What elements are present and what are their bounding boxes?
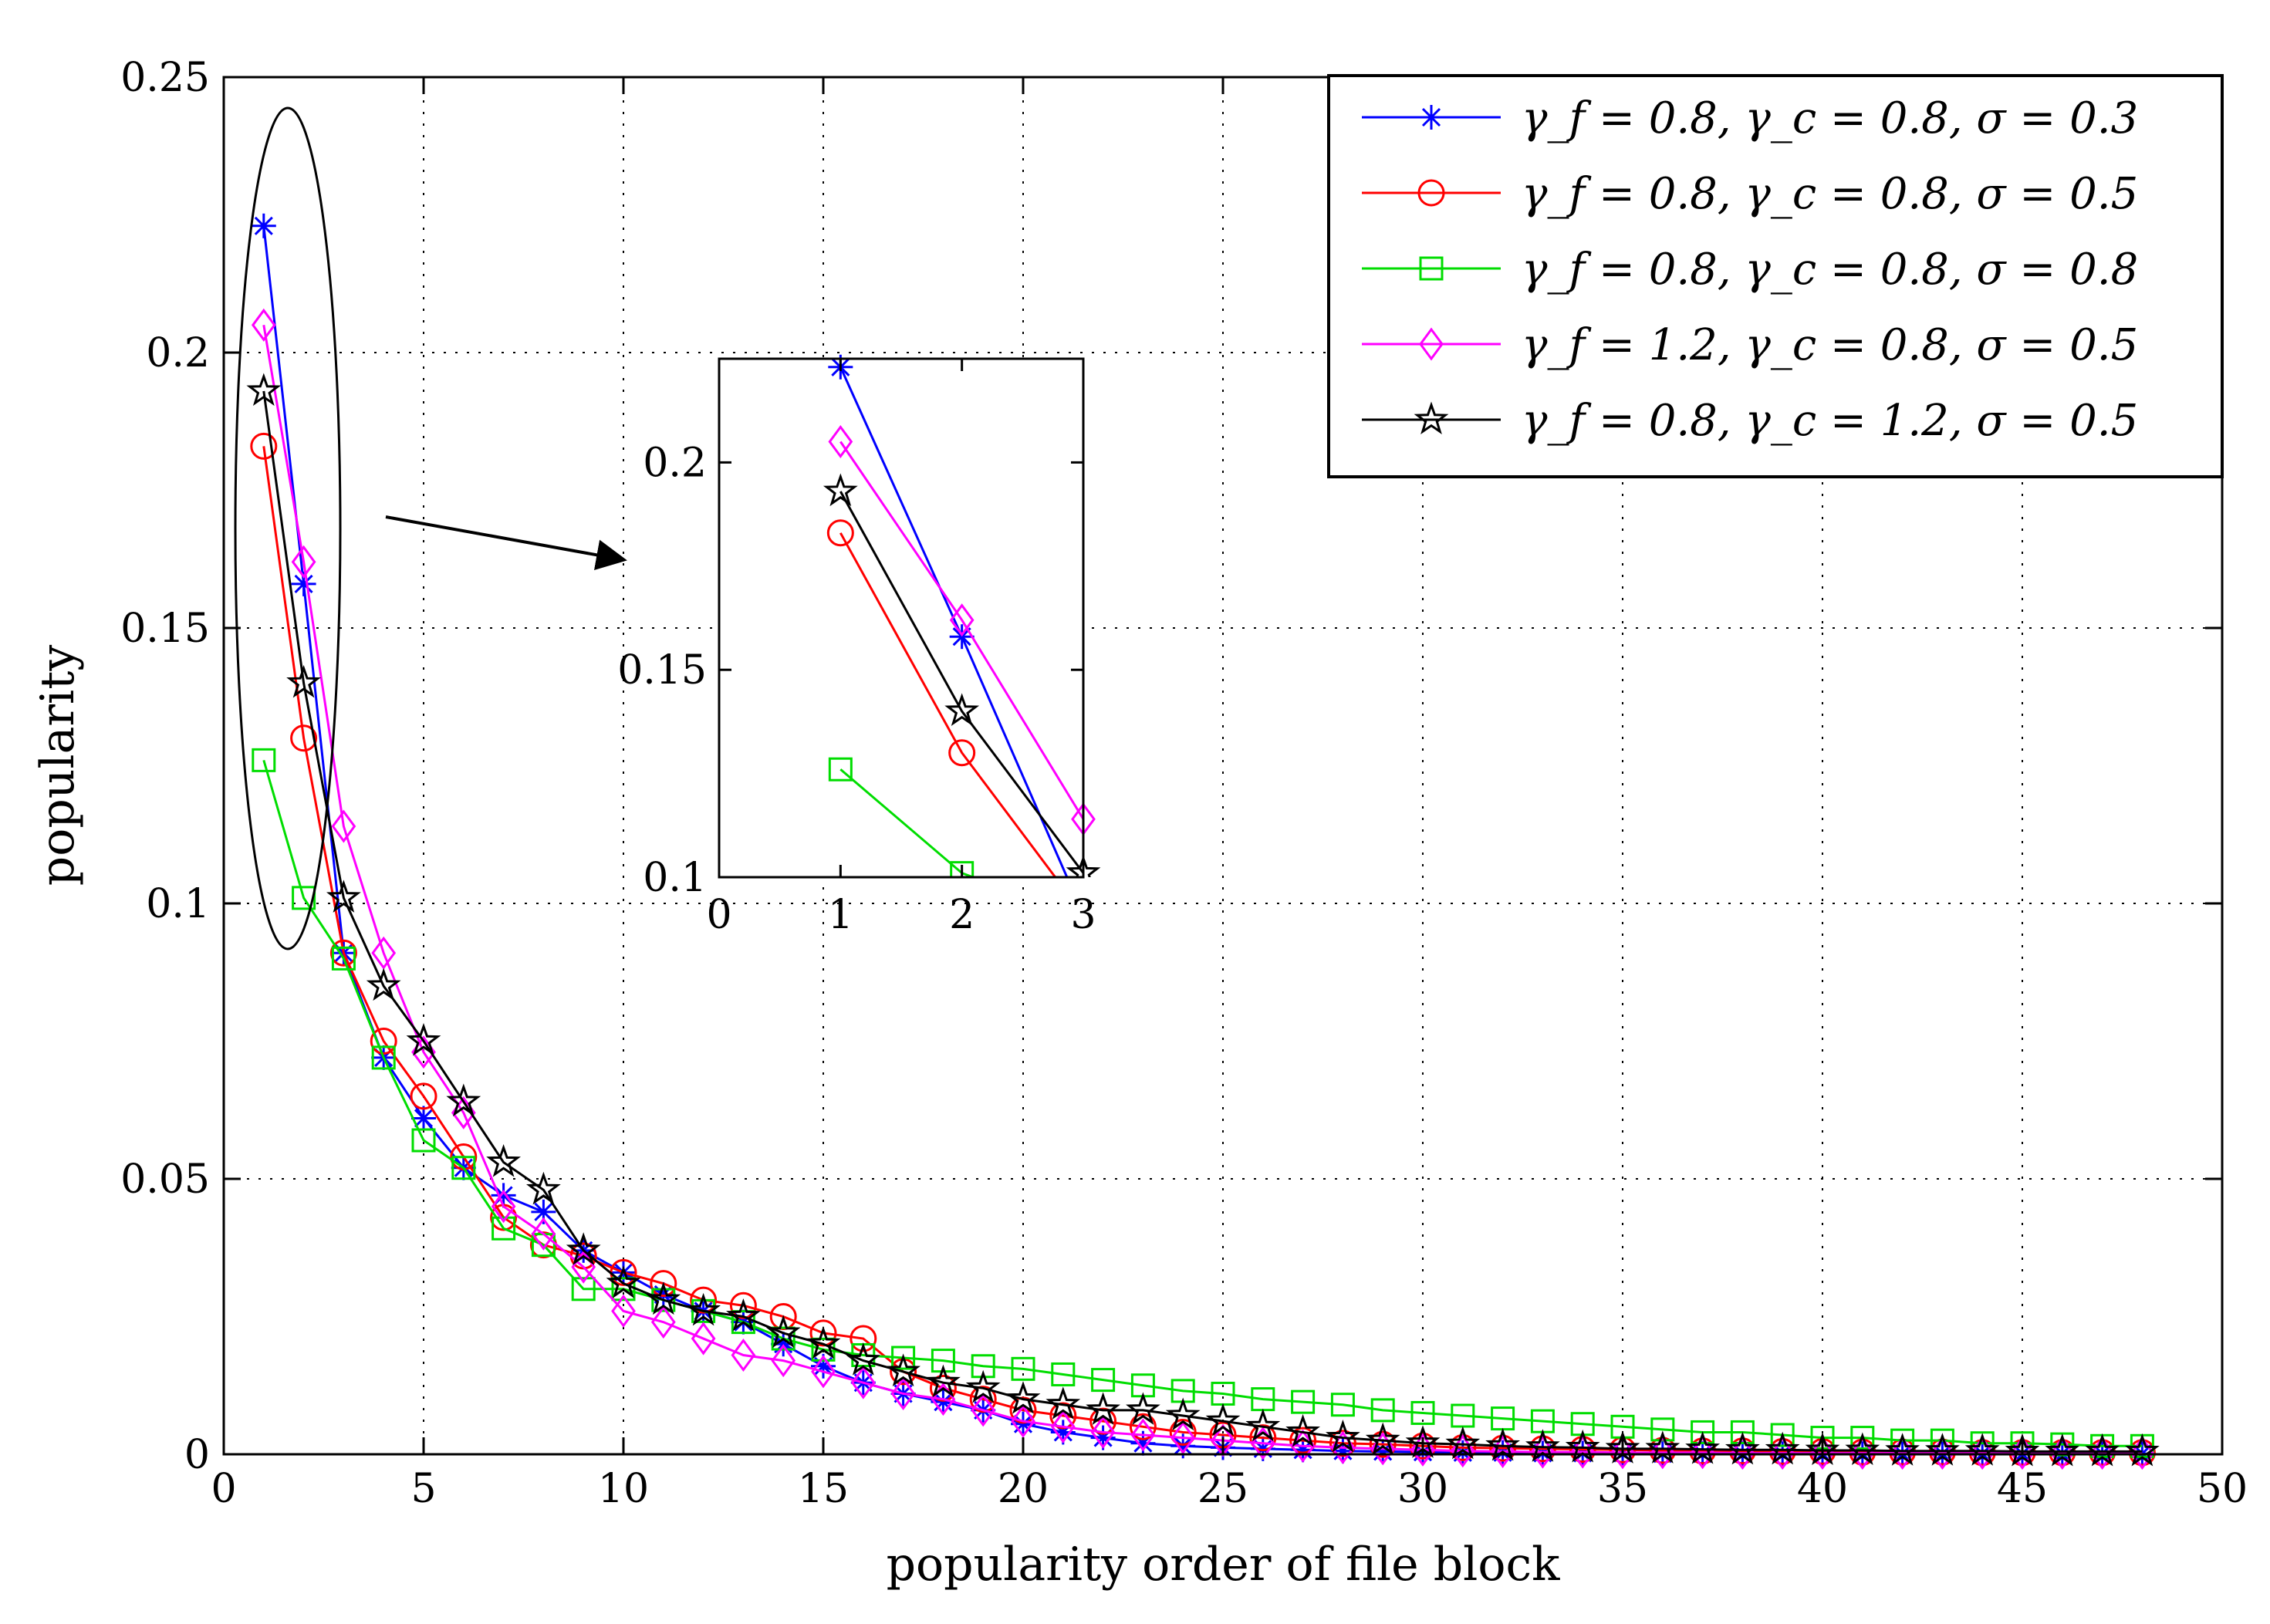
x-tick-label: 50 xyxy=(2197,1466,2248,1512)
x-tick-label: 10 xyxy=(598,1466,649,1512)
y-tick-label: 0 xyxy=(184,1432,210,1478)
x-tick-label: 15 xyxy=(798,1466,849,1512)
x-tick-label: 5 xyxy=(410,1466,436,1512)
x-tick-label: 25 xyxy=(1197,1466,1248,1512)
y-tick-label: 0.2 xyxy=(146,330,210,376)
inset-x-tick-label: 3 xyxy=(1070,892,1096,938)
legend-item: γ_f = 0.8, γ_c = 1.2, σ = 0.5 xyxy=(1362,396,2138,446)
x-tick-label: 35 xyxy=(1597,1466,1648,1512)
x-tick-label: 0 xyxy=(211,1466,236,1512)
legend-label: γ_f = 0.8, γ_c = 0.8, σ = 0.3 xyxy=(1522,93,2138,143)
x-tick-label: 30 xyxy=(1397,1466,1448,1512)
series-line xyxy=(839,491,1085,874)
legend-item: γ_f = 0.8, γ_c = 0.8, σ = 0.3 xyxy=(1362,93,2138,143)
series-star xyxy=(248,375,2157,1465)
inset-series-layer xyxy=(825,353,1099,877)
inset-plot: 0 1 2 3 0.1 0.15 0.2 xyxy=(617,353,1099,938)
y-tick-label: 0.05 xyxy=(120,1156,210,1203)
series-line xyxy=(839,532,1057,877)
series-circle xyxy=(826,519,1057,877)
inset-frame xyxy=(718,357,1085,879)
legend-item: γ_f = 0.8, γ_c = 0.8, σ = 0.8 xyxy=(1362,245,2138,295)
legend-item: γ_f = 0.8, γ_c = 0.8, σ = 0.5 xyxy=(1362,169,2138,219)
legend-items: γ_f = 0.8, γ_c = 0.8, σ = 0.3 γ_f = 0.8, … xyxy=(1362,93,2138,446)
inset-y-tick-label: 0.2 xyxy=(643,440,707,486)
legend: γ_f = 0.8, γ_c = 0.8, σ = 0.3 γ_f = 0.8, … xyxy=(1327,74,2224,478)
tick-marks xyxy=(222,76,2224,1456)
zoom-ellipse xyxy=(234,106,342,950)
y-tick-label: 0.25 xyxy=(120,55,210,101)
inset-x-tick-label: 1 xyxy=(828,892,853,938)
series-star xyxy=(825,475,1099,877)
zoom-arrow xyxy=(385,515,627,571)
legend-label: γ_f = 1.2, γ_c = 0.8, σ = 0.5 xyxy=(1522,320,2138,370)
x-tick-label: 20 xyxy=(998,1466,1049,1512)
x-axis-label: popularity order of file block xyxy=(887,1538,1560,1592)
series-line xyxy=(839,441,1085,820)
series-line xyxy=(262,759,2143,1447)
inset-tick-labels: 0 1 2 3 0.1 0.15 0.2 xyxy=(617,440,1096,938)
y-tick-label: 0.1 xyxy=(146,881,210,927)
legend-item: γ_f = 1.2, γ_c = 0.8, σ = 0.5 xyxy=(1362,320,2138,370)
inset-x-tick-label: 0 xyxy=(706,892,731,938)
series-diamond xyxy=(828,426,1096,836)
legend-label: γ_f = 0.8, γ_c = 1.2, σ = 0.5 xyxy=(1522,396,2138,446)
y-axis-label: popularity xyxy=(31,645,85,886)
x-tick-label: 45 xyxy=(1997,1466,2048,1512)
legend-label: γ_f = 0.8, γ_c = 0.8, σ = 0.5 xyxy=(1522,169,2138,219)
grid-lines xyxy=(224,77,2222,1454)
inset-y-tick-label: 0.1 xyxy=(643,855,707,901)
series-asterisk xyxy=(826,353,1069,877)
inset-tick-marks xyxy=(718,359,1085,879)
y-tick-label: 0.15 xyxy=(120,606,210,652)
legend-box xyxy=(1327,74,2224,478)
legend-label: γ_f = 0.8, γ_c = 0.8, σ = 0.8 xyxy=(1522,245,2138,295)
x-tick-label: 40 xyxy=(1797,1466,1848,1512)
inset-y-tick-label: 0.15 xyxy=(617,647,707,694)
series-square xyxy=(252,748,2154,1458)
inset-x-tick-label: 2 xyxy=(949,892,975,938)
